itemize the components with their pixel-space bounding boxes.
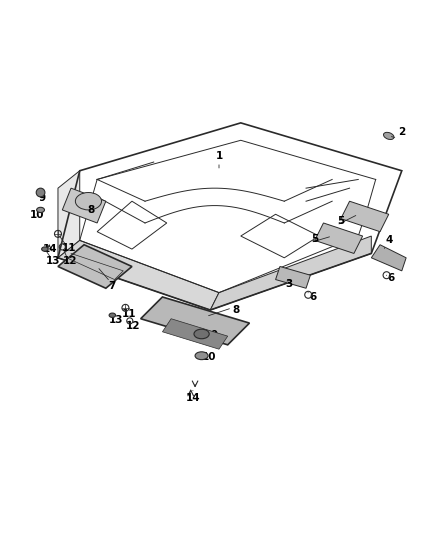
Polygon shape <box>62 188 106 223</box>
Text: 13: 13 <box>46 256 60 266</box>
Text: 12: 12 <box>63 256 78 266</box>
Ellipse shape <box>194 329 209 339</box>
Text: 9: 9 <box>38 193 46 203</box>
Polygon shape <box>210 236 371 310</box>
Text: 9: 9 <box>210 330 217 340</box>
Ellipse shape <box>42 247 48 251</box>
Polygon shape <box>162 319 228 349</box>
Polygon shape <box>371 245 406 271</box>
Ellipse shape <box>75 192 102 210</box>
Text: 10: 10 <box>202 352 217 361</box>
Text: 2: 2 <box>398 126 406 136</box>
Text: 6: 6 <box>309 292 316 302</box>
Ellipse shape <box>384 132 394 140</box>
Polygon shape <box>341 201 389 232</box>
Text: 11: 11 <box>62 243 76 253</box>
Polygon shape <box>141 297 250 345</box>
Text: 14: 14 <box>186 393 201 403</box>
Polygon shape <box>315 223 363 254</box>
Polygon shape <box>58 171 80 258</box>
Polygon shape <box>58 245 132 288</box>
Text: 6: 6 <box>387 273 395 283</box>
Text: 11: 11 <box>122 309 136 319</box>
Text: 13: 13 <box>109 316 124 326</box>
Ellipse shape <box>36 188 45 197</box>
Text: 10: 10 <box>30 210 45 220</box>
Text: 1: 1 <box>215 150 223 160</box>
Text: 7: 7 <box>109 281 116 291</box>
Polygon shape <box>276 266 311 288</box>
Text: 12: 12 <box>126 321 141 331</box>
Text: 8: 8 <box>233 305 240 315</box>
Text: 14: 14 <box>43 244 58 254</box>
Text: 5: 5 <box>337 216 345 226</box>
Text: 3: 3 <box>285 279 292 289</box>
Ellipse shape <box>109 313 116 318</box>
Ellipse shape <box>195 352 208 360</box>
Text: 8: 8 <box>87 205 94 215</box>
Text: 5: 5 <box>311 234 318 244</box>
Polygon shape <box>58 240 219 310</box>
Text: 4: 4 <box>385 236 392 245</box>
Ellipse shape <box>37 207 45 213</box>
